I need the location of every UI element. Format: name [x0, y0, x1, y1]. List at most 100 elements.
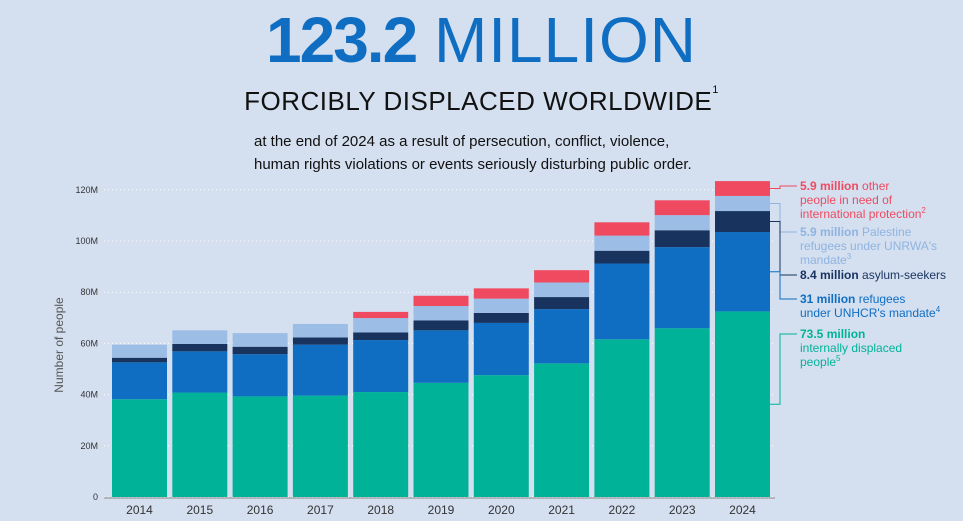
bar-refugees_unhcr-2018 — [353, 340, 409, 393]
bar-asylum-2017 — [292, 337, 348, 345]
bar-idp-2019 — [413, 382, 469, 497]
bar-palestine-2016 — [232, 333, 288, 347]
bar-asylum-2021 — [534, 297, 590, 310]
bar-palestine-2014 — [112, 344, 167, 358]
x-tick-label: 2018 — [367, 503, 394, 517]
x-tick-label: 2023 — [669, 503, 696, 517]
annotation-text: people — [800, 355, 836, 369]
bar-refugees_unhcr-2023 — [654, 247, 710, 329]
annotation-value: 73.5 million — [800, 327, 865, 341]
subtitle-text: FORCIBLY DISPLACED WORLDWIDE — [244, 86, 713, 116]
bar-asylum-2022 — [594, 250, 650, 264]
y-tick-label: 100M — [75, 236, 98, 246]
headline-number: 123.2 — [266, 4, 418, 76]
bar-refugees_unhcr-2024 — [715, 232, 770, 312]
x-tick-label: 2020 — [488, 503, 515, 517]
subtitle: FORCIBLY DISPLACED WORLDWIDE1 — [0, 84, 963, 117]
bar-other-2024 — [715, 181, 770, 196]
x-tick-label: 2015 — [186, 503, 213, 517]
annotation-palestine: 5.9 million Palestine refugees under UNRW… — [800, 225, 937, 267]
description-line-1: at the end of 2024 as a result of persec… — [254, 133, 670, 150]
leader-line-palestine — [770, 202, 797, 233]
bar-refugees_unhcr-2015 — [172, 351, 228, 393]
bar-idp-2016 — [232, 396, 288, 497]
bar-idp-2014 — [112, 399, 167, 497]
annotation-text: refugees under UNRWA's — [800, 239, 937, 253]
bar-palestine-2020 — [473, 298, 529, 313]
x-tick-label: 2017 — [307, 503, 334, 517]
y-tick-label: 20M — [80, 441, 98, 451]
annotation-text: people in need of — [800, 193, 893, 207]
x-tick-label: 2016 — [247, 503, 274, 517]
bar-palestine-2019 — [413, 306, 469, 321]
bar-palestine-2017 — [292, 323, 348, 338]
bar-idp-2021 — [534, 363, 590, 497]
leader-line-idp — [770, 333, 797, 405]
x-tick-label: 2021 — [548, 503, 575, 517]
x-tick-label: 2024 — [729, 503, 756, 517]
bar-asylum-2016 — [232, 346, 288, 355]
bar-idp-2020 — [473, 375, 529, 497]
bar-refugees_unhcr-2017 — [292, 344, 348, 396]
bar-idp-2023 — [654, 328, 710, 497]
bar-palestine-2022 — [594, 235, 650, 251]
bar-other-2019 — [413, 295, 469, 307]
headline-unit: MILLION — [433, 4, 697, 76]
bar-asylum-2018 — [353, 332, 409, 341]
bar-refugees_unhcr-2020 — [473, 322, 529, 376]
bar-palestine-2023 — [654, 215, 710, 231]
leader-line-other — [770, 185, 797, 190]
annotation-value: 5.9 million — [800, 179, 859, 193]
x-tick-label: 2014 — [126, 503, 153, 517]
y-axis-label: Number of people — [52, 297, 66, 393]
bar-refugees_unhcr-2019 — [413, 330, 469, 383]
y-tick-label: 80M — [80, 287, 98, 297]
annotation-other: 5.9 million other people in need of intern… — [800, 179, 926, 221]
annotation-text: internally displaced — [800, 341, 902, 355]
leader-line-asylum — [770, 221, 797, 276]
annotation-asylum: 8.4 million asylum-seekers — [800, 268, 946, 282]
bar-refugees_unhcr-2021 — [534, 309, 590, 364]
bar-asylum-2015 — [172, 343, 228, 352]
description-line-2: human rights violations or events seriou… — [254, 156, 692, 173]
headline: 123.2 MILLION — [0, 2, 963, 78]
annotation-idp: 73.5 million internally displaced people5 — [800, 327, 902, 369]
bar-other-2020 — [473, 288, 529, 299]
annotation-value: 8.4 million — [800, 268, 859, 282]
bar-asylum-2019 — [413, 320, 469, 331]
bar-other-2023 — [654, 200, 710, 216]
bar-asylum-2024 — [715, 211, 770, 233]
subtitle-footnote: 1 — [712, 84, 719, 96]
x-tick-label: 2019 — [428, 503, 455, 517]
bar-palestine-2024 — [715, 195, 770, 212]
y-tick-label: 120M — [75, 185, 98, 195]
bar-asylum-2023 — [654, 230, 710, 248]
annotation-text: Palestine — [859, 225, 912, 239]
y-tick-label: 0 — [93, 492, 98, 502]
bar-refugees_unhcr-2022 — [594, 263, 650, 340]
bar-refugees_unhcr-2014 — [112, 362, 167, 400]
bar-idp-2017 — [292, 395, 348, 497]
annotation-value: 5.9 million — [800, 225, 859, 239]
annotation-text: other — [859, 179, 890, 193]
annotation-text: international protection — [800, 207, 921, 221]
annotation-footnote: 5 — [836, 354, 841, 363]
bar-idp-2015 — [172, 392, 228, 497]
annotation-footnote: 2 — [921, 206, 926, 215]
description: at the end of 2024 as a result of persec… — [254, 130, 774, 176]
bar-idp-2022 — [594, 339, 650, 497]
y-tick-label: 60M — [80, 338, 98, 348]
annotation-value: 31 million — [800, 292, 855, 306]
bar-asylum-2020 — [473, 312, 529, 323]
annotation-footnote: 3 — [847, 252, 852, 261]
y-tick-label: 40M — [80, 390, 98, 400]
bar-idp-2024 — [715, 311, 770, 497]
bar-asylum-2014 — [112, 357, 167, 363]
annotation-text: asylum-seekers — [859, 268, 946, 282]
bar-palestine-2021 — [534, 282, 590, 298]
bar-refugees_unhcr-2016 — [232, 354, 288, 397]
annotation-text: under UNHCR's mandate — [800, 306, 936, 320]
bar-other-2021 — [534, 270, 590, 283]
bar-palestine-2018 — [353, 318, 409, 333]
